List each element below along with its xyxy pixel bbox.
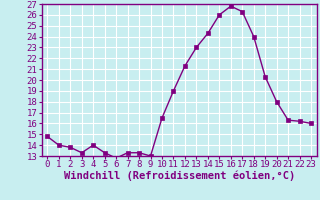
X-axis label: Windchill (Refroidissement éolien,°C): Windchill (Refroidissement éolien,°C): [64, 171, 295, 181]
